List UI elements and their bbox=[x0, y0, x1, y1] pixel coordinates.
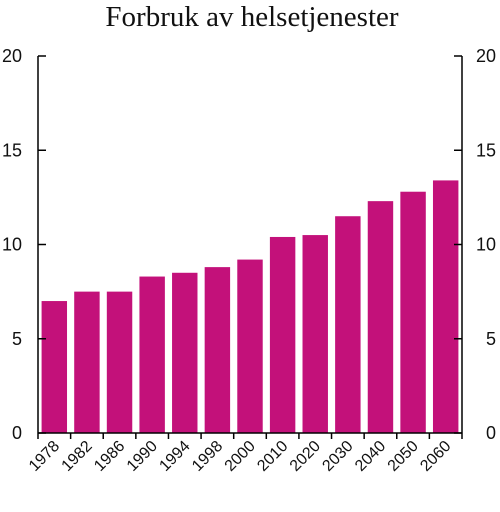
bar bbox=[41, 301, 68, 433]
bar bbox=[204, 267, 231, 433]
x-tick-label: 2040 bbox=[352, 438, 389, 475]
bars-group bbox=[41, 180, 459, 433]
y-tick-label-left: 20 bbox=[2, 46, 22, 66]
x-tick-label: 2060 bbox=[417, 438, 454, 475]
x-tick-label: 2020 bbox=[287, 438, 324, 475]
x-tick-label: 1990 bbox=[124, 438, 161, 475]
y-tick-label-right: 0 bbox=[486, 423, 496, 443]
y-tick-label-right: 10 bbox=[476, 235, 496, 255]
x-tick-label: 1982 bbox=[59, 438, 96, 475]
bar bbox=[237, 259, 263, 433]
x-tick-label: 2030 bbox=[319, 438, 356, 475]
y-tick-label-left: 5 bbox=[12, 329, 22, 349]
y-tick-label-right: 15 bbox=[476, 140, 496, 160]
bar bbox=[367, 201, 394, 433]
right-y-ticks: 0 5 10 15 20 bbox=[454, 46, 496, 443]
bar bbox=[172, 272, 198, 433]
chart-title: Forbruk av helsetjenester bbox=[105, 1, 398, 33]
y-tick-label-left: 10 bbox=[2, 235, 22, 255]
x-tick-label: 2000 bbox=[222, 438, 259, 475]
left-y-ticks: 0 5 10 15 20 bbox=[2, 46, 46, 443]
bar bbox=[302, 235, 328, 433]
y-tick-label-left: 0 bbox=[12, 423, 22, 443]
x-tick-label: 2010 bbox=[254, 438, 291, 475]
x-tick-label: 1998 bbox=[189, 438, 226, 475]
bar bbox=[400, 191, 426, 433]
y-tick-label-right: 5 bbox=[486, 329, 496, 349]
bar bbox=[269, 236, 296, 433]
bar bbox=[335, 216, 361, 433]
x-tick-label: 1994 bbox=[156, 438, 193, 475]
x-tick-label: 1978 bbox=[26, 438, 63, 475]
y-tick-label-right: 20 bbox=[476, 46, 496, 66]
x-tick-label: 1986 bbox=[91, 438, 128, 475]
bar bbox=[139, 276, 165, 433]
bar bbox=[432, 180, 459, 433]
bar bbox=[106, 291, 133, 433]
x-ticks: 1978198219861990199419982000201020202030… bbox=[26, 433, 463, 475]
y-tick-label-left: 15 bbox=[2, 140, 22, 160]
x-tick-label: 2050 bbox=[385, 438, 422, 475]
bar bbox=[74, 291, 100, 433]
